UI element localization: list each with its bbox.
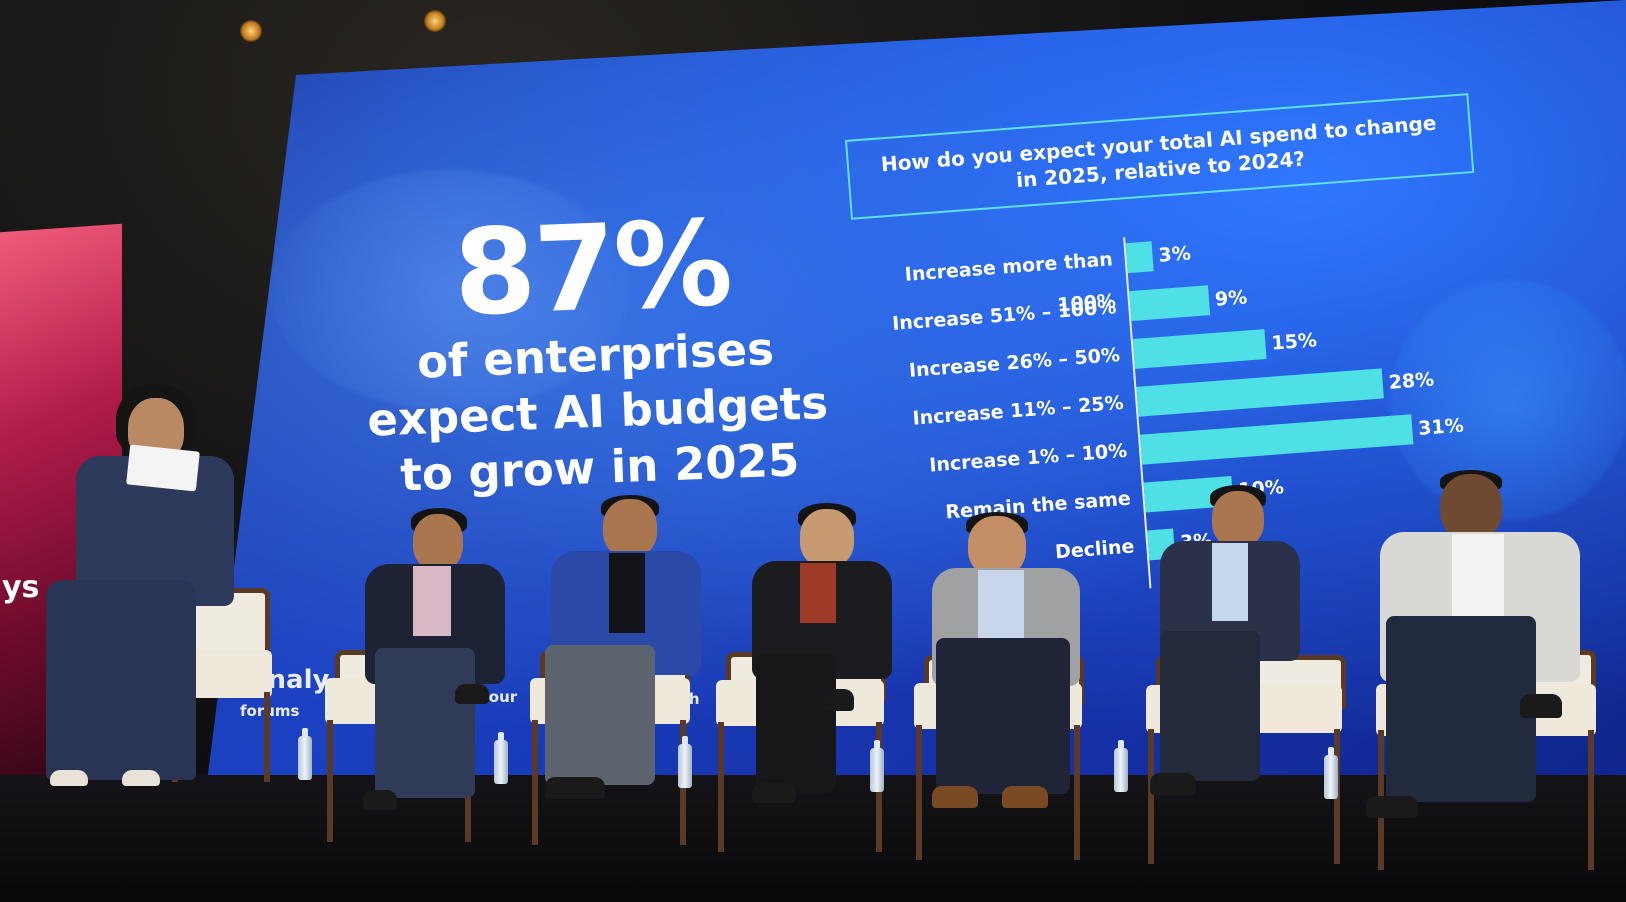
screen-glow (1390, 280, 1626, 520)
water-bottle (870, 740, 884, 792)
bar (1129, 285, 1211, 322)
side-screen-text: ys (2, 570, 40, 605)
water-bottle (1324, 747, 1338, 799)
water-bottle (494, 732, 508, 784)
bar-value-label: 28% (1387, 368, 1435, 394)
bar-value-label: 9% (1214, 286, 1249, 311)
ceiling-light (424, 10, 446, 32)
chart-title: How do you expect your total AI spend to… (845, 93, 1475, 220)
bar (1125, 241, 1154, 274)
bar (1136, 368, 1384, 417)
water-bottle (678, 736, 692, 788)
water-bottle (298, 728, 312, 780)
headline-statistic: 87% of enterprises expect AI budgets to … (330, 193, 861, 506)
bar-value-label: 3% (1157, 242, 1192, 267)
stage-floor (0, 775, 1626, 902)
bar-value-label: 31% (1417, 414, 1465, 440)
bar (1132, 329, 1267, 369)
bar-value-label: 15% (1270, 329, 1318, 355)
bar (1139, 414, 1414, 465)
cue-card (126, 444, 200, 492)
screen-glow (270, 170, 630, 410)
ceiling-light (240, 20, 262, 42)
big-stat: 87% (451, 193, 733, 343)
water-bottle (1114, 740, 1128, 792)
